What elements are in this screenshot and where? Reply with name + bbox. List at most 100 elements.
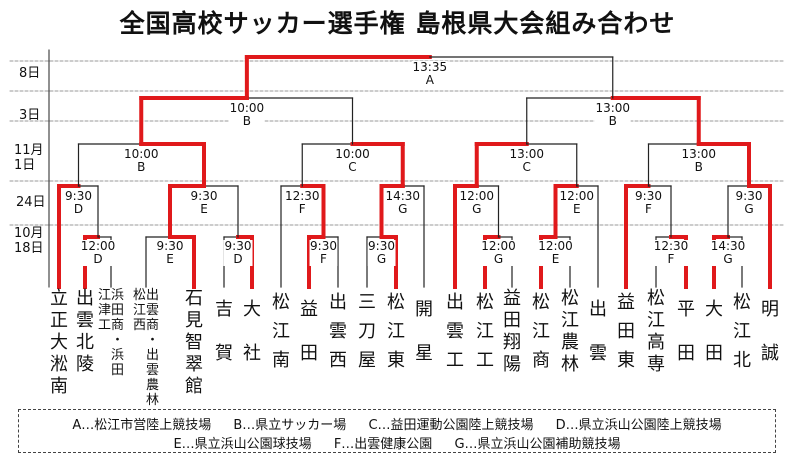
- team-name-char: 屋: [358, 350, 376, 371]
- r0-match-label-1-venue: E: [166, 252, 174, 266]
- team-name-char: 農: [561, 332, 579, 353]
- r3-match-label-1: 13:00 B: [594, 102, 632, 128]
- team-name-char: 江: [532, 321, 550, 342]
- team-name: 大社: [241, 288, 263, 376]
- team-name-char: 江: [272, 321, 290, 342]
- team-name-char: 出: [589, 299, 607, 320]
- team-name-char: 立: [50, 288, 68, 309]
- team-name-char: 見: [185, 310, 203, 331]
- r2-match-label-3: 13:00 B: [680, 148, 718, 174]
- team-name-char: 松: [387, 292, 405, 313]
- r1-match-label-4-time: 12:00: [459, 189, 495, 203]
- team-name-char: 大: [243, 299, 261, 320]
- team-name-char: 江: [733, 321, 751, 342]
- team-name: 松江高専: [645, 288, 667, 376]
- team-name: 松江西・出雲商・出雲農林出 雲 商 ・ 出 雲 農 林松 江 西: [132, 288, 160, 408]
- r2-match-label-1: 10:00 C: [334, 148, 371, 174]
- team-name: 松江農林: [559, 288, 581, 376]
- team-name-char: 田: [300, 343, 318, 364]
- r1-match-label-5: 12:00 E: [558, 190, 596, 216]
- team-name-char: 翔: [503, 332, 521, 353]
- team-name: 立正大淞南: [48, 288, 70, 398]
- r1-match-label-2-time: 12:30: [284, 189, 320, 203]
- r0-match-label-5-venue: G: [493, 252, 504, 266]
- venue-legend: A…松江市営陸上競技場 B…県立サッカー場 C…益田運動公園陸上競技場 D…県立…: [18, 409, 776, 453]
- team-name-column: 浜 田 商 ・ 浜 田: [111, 288, 125, 378]
- team-name: 出雲: [587, 288, 609, 376]
- r1-match-label-1-venue: E: [200, 202, 208, 216]
- team-name-char: 田: [677, 343, 695, 364]
- team-name-char: 明: [761, 299, 779, 320]
- team-name-char: 陽: [503, 354, 521, 375]
- r0-match-label-7-time: 12:30: [653, 239, 689, 253]
- team-name: 出雲北陵: [74, 288, 96, 376]
- r1-match-label-2: 12:30 F: [283, 189, 321, 216]
- team-name: 松江工: [474, 288, 496, 375]
- r0-match-label-3: 9:30 F: [309, 240, 338, 266]
- team-name-char: 社: [243, 343, 261, 364]
- r2-match-label-2-time: 13:00: [509, 147, 545, 161]
- r1-match-label-7-venue: G: [744, 202, 754, 216]
- r0-match-label-6-time: 12:00: [538, 239, 573, 253]
- team-name-char: 松: [476, 292, 494, 313]
- team-name-char: 工: [476, 350, 494, 371]
- round-label-8: 8日: [19, 66, 41, 81]
- r0-match-label-6-venue: E: [551, 252, 560, 266]
- r0-match-label-1: 9:30 E: [155, 240, 185, 266]
- team-name: 松江商: [530, 288, 552, 375]
- team-name-char: 星: [415, 343, 433, 364]
- r2-match-label-2-venue: C: [522, 160, 531, 174]
- team-name-char: 林: [561, 354, 579, 375]
- team-name-char: 益: [617, 292, 635, 313]
- team-name-char: 益: [503, 288, 521, 309]
- r0-match-label-3-time: 9:30: [310, 239, 337, 253]
- team-name-char: 館: [185, 376, 203, 397]
- legend-venue-c: C…益田運動公園陸上競技場: [368, 418, 534, 433]
- team-name-char: 江: [387, 321, 405, 342]
- r0-match-label-2-venue: D: [233, 252, 243, 266]
- r0-match-label-3-venue: F: [320, 252, 327, 266]
- r0-match-label-8: 14:30 G: [709, 239, 747, 266]
- round-label-18: 10月 18日: [14, 226, 44, 256]
- team-name-char: 開: [415, 299, 433, 320]
- r2-match-label-1-time: 10:00: [335, 147, 370, 161]
- team-name-char: 松: [272, 292, 290, 313]
- final-match-label-venue: A: [425, 73, 434, 87]
- team-name-char: 江: [561, 310, 579, 331]
- team-name: 石見智翠館: [183, 288, 205, 398]
- team-name: 松江東: [385, 288, 407, 375]
- r1-match-label-7-time: 9:30: [735, 189, 763, 203]
- r2-match-label-0-venue: B: [137, 160, 146, 174]
- team-name-char: 江: [476, 321, 494, 342]
- team-name-char: 高: [647, 332, 665, 353]
- r1-match-label-0-venue: D: [73, 202, 84, 216]
- r1-match-label-3-time: 14:30: [385, 189, 421, 203]
- team-name-char: 松: [733, 292, 751, 313]
- team-name-char: 東: [387, 350, 405, 371]
- team-name-char: 東: [617, 350, 635, 371]
- team-name-char: 北: [76, 332, 94, 353]
- r2-match-label-2: 13:00 C: [508, 147, 546, 174]
- r0-match-label-2-time: 9:30: [224, 239, 252, 253]
- team-name: 明誠: [759, 288, 781, 376]
- team-name-char: 正: [50, 310, 68, 331]
- r2-match-label-0: 10:00 B: [122, 148, 160, 174]
- r1-match-label-3: 14:30 G: [384, 189, 422, 216]
- r1-match-label-7: 9:30 G: [734, 189, 764, 216]
- final-match-label: 13:35 A: [411, 61, 449, 87]
- r0-match-label-7: 12:30 F: [652, 239, 690, 266]
- team-name: 浜田商・江津工・浜田浜 田 商 ・ 浜 田江 津 工: [97, 288, 125, 378]
- team-name-char: 石: [185, 288, 203, 309]
- team-name-char: 誠: [761, 343, 779, 364]
- r2-match-label-3-venue: B: [694, 160, 703, 174]
- r0-match-label-5-time: 12:00: [481, 239, 516, 253]
- team-name-char: 出: [329, 292, 347, 313]
- r0-match-label-5: 12:00 G: [480, 240, 517, 266]
- r1-match-label-6-venue: F: [645, 202, 652, 216]
- legend-venue-e: E…県立浜山公園球技場: [173, 437, 312, 452]
- r0-match-label-8-time: 14:30: [710, 239, 746, 253]
- team-name: 松江南: [270, 288, 292, 375]
- team-name-char: 田: [617, 321, 635, 342]
- team-name-char: 南: [272, 350, 290, 371]
